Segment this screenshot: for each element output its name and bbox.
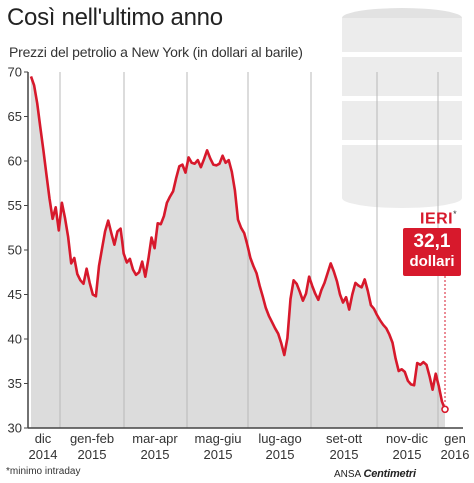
x-tick-label: 2015 <box>393 447 422 462</box>
y-tick-label: 60 <box>8 154 22 169</box>
x-tick-label: 2015 <box>78 447 107 462</box>
line-layer <box>29 75 449 414</box>
y-tick-label: 55 <box>8 198 22 213</box>
x-tick-label: gen-feb <box>70 431 114 446</box>
credit: ANSA Centimetri <box>334 468 416 480</box>
x-tick-label: 2015 <box>141 447 170 462</box>
y-tick-label: 65 <box>8 109 22 124</box>
credit-brand: Centimetri <box>363 468 416 480</box>
area-layer <box>31 76 445 429</box>
y-tick-label: 45 <box>8 287 22 302</box>
axis-layer: 303540455055606570dic2014gen-feb2015mar-… <box>8 65 470 463</box>
oil-barrel-icon <box>342 8 462 208</box>
x-tick-label: nov-dic <box>386 431 428 446</box>
y-tick-label: 40 <box>8 332 22 347</box>
x-tick-label: 2015 <box>266 447 295 462</box>
chart-subtitle: Prezzi del petrolio a New York (in dolla… <box>9 44 303 60</box>
credit-agency: ANSA <box>334 469 361 480</box>
x-tick-label: 2016 <box>441 447 470 462</box>
y-tick-label: 70 <box>8 65 22 80</box>
last-point-marker <box>441 405 449 414</box>
x-tick-label: gen <box>444 431 466 446</box>
x-tick-label: mag-giu <box>195 431 242 446</box>
callout-marker: * <box>453 209 458 219</box>
y-tick-label: 30 <box>8 421 22 436</box>
callout-unit: dollari <box>409 253 455 270</box>
footnote: *minimo intraday <box>6 466 81 477</box>
x-tick-label: 2014 <box>29 447 58 462</box>
x-tick-label: dic <box>35 431 52 446</box>
x-tick-label: set-ott <box>326 431 363 446</box>
price-line <box>29 75 447 410</box>
callout-value: 32,1 <box>413 231 451 252</box>
x-tick-label: 2015 <box>330 447 359 462</box>
x-tick-label: mar-apr <box>132 431 178 446</box>
y-tick-label: 50 <box>8 243 22 258</box>
chart-title: Così nell'ultimo anno <box>7 4 223 31</box>
price-area <box>31 76 445 429</box>
callout-box: 32,1 dollari <box>403 228 461 276</box>
y-tick-label: 35 <box>8 376 22 391</box>
callout-label-text: IERI <box>420 210 454 228</box>
x-tick-label: lug-ago <box>258 431 301 446</box>
callout-label: IERI* <box>420 209 457 228</box>
x-tick-label: 2015 <box>204 447 233 462</box>
